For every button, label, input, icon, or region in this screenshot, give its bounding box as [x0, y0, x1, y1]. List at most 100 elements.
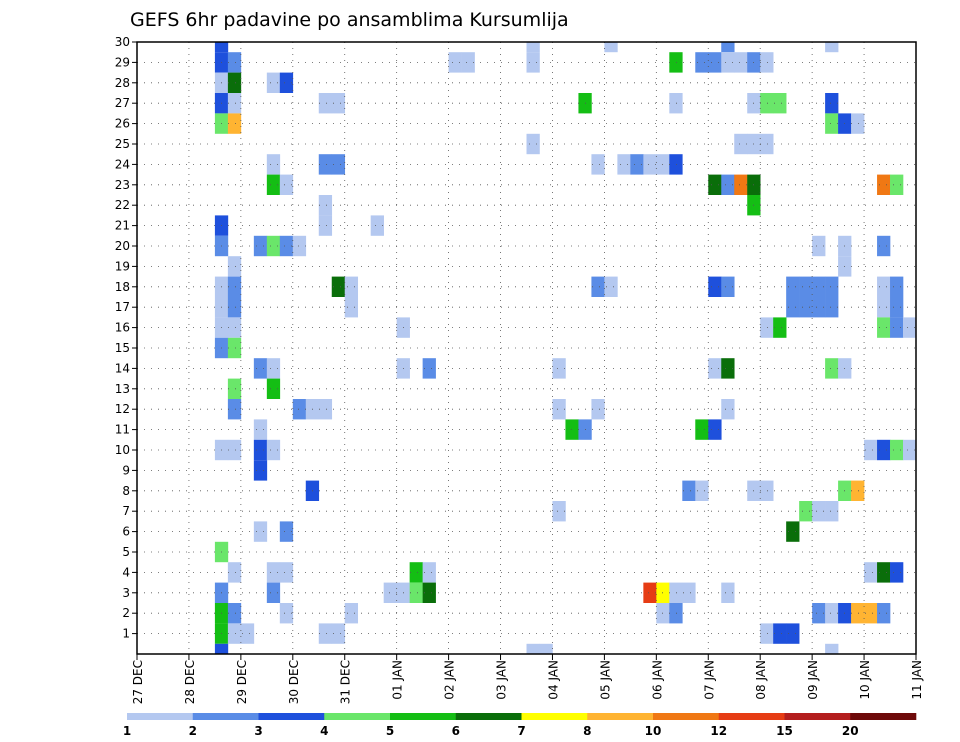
heatmap-cell	[448, 52, 462, 73]
x-tick-label: 11 JAN	[910, 660, 924, 700]
heatmap-cell	[760, 480, 774, 501]
heatmap-cell	[422, 562, 436, 583]
heatmap-cell	[292, 399, 307, 420]
y-tick-label: 27	[115, 96, 130, 110]
heatmap-cell	[565, 419, 579, 440]
heatmap-cell	[617, 154, 631, 175]
y-tick-label: 12	[115, 402, 130, 416]
heatmap-cell	[318, 623, 333, 644]
y-tick-label: 9	[122, 463, 130, 477]
colorbar-swatch	[521, 713, 588, 720]
colorbar-label: 12	[710, 724, 727, 738]
heatmap-cell	[331, 154, 346, 175]
y-tick-label: 15	[115, 341, 130, 355]
y-tick-label: 29	[115, 55, 130, 69]
x-tick-label: 31 DEC	[339, 660, 353, 704]
heatmap-cell	[227, 378, 242, 399]
colorbar-swatch	[324, 713, 391, 720]
colorbar-label: 7	[517, 724, 525, 738]
heatmap-cell	[240, 623, 255, 644]
colorbar-label: 5	[386, 724, 394, 738]
heatmap-cell	[812, 297, 826, 318]
y-tick-label: 23	[115, 178, 130, 192]
heatmap-cell	[604, 42, 618, 53]
y-tick-label: 4	[122, 565, 130, 579]
heatmap-cell	[292, 235, 307, 257]
heatmap-cell	[825, 93, 839, 114]
heatmap-cell	[409, 562, 423, 583]
heatmap-cell	[773, 317, 787, 338]
y-tick-label: 6	[122, 525, 130, 539]
heatmap-cell	[266, 582, 281, 603]
heatmap-cell	[227, 337, 242, 359]
heatmap-cell	[877, 603, 891, 624]
heatmap-cell	[266, 174, 281, 195]
y-tick-label: 18	[115, 280, 130, 294]
x-tick-label: 28 DEC	[183, 660, 197, 704]
y-tick-label: 5	[122, 545, 130, 559]
heatmap-cell	[227, 399, 242, 420]
y-tick-label: 13	[115, 382, 130, 396]
grid-lines	[137, 42, 916, 654]
heatmap-cell	[890, 174, 904, 195]
colorbar-label: 8	[583, 724, 591, 738]
heatmap-cell	[721, 174, 735, 195]
heatmap-cell	[331, 623, 346, 644]
heatmap-cell	[539, 643, 553, 654]
heatmap-cell	[760, 93, 774, 114]
heatmap-cell	[526, 52, 540, 73]
heatmap-cell	[890, 297, 904, 318]
y-tick-label: 24	[115, 157, 130, 171]
heatmap-cells	[214, 42, 917, 654]
heatmap-cell	[877, 562, 891, 583]
heatmap-cell	[331, 93, 346, 114]
heatmap-cell	[227, 93, 242, 114]
heatmap-cell	[344, 603, 359, 624]
heatmap-cell	[318, 215, 333, 236]
heatmap-cell	[825, 358, 839, 379]
heatmap-cell	[526, 42, 540, 53]
y-tick-label: 28	[115, 76, 130, 90]
heatmap-cell	[903, 317, 917, 338]
colorbar-swatch	[850, 713, 917, 720]
y-tick-label: 17	[115, 300, 130, 314]
heatmap-cell	[214, 42, 229, 53]
heatmap-cell	[266, 378, 281, 399]
heatmap-cell	[604, 276, 618, 297]
colorbar-swatch	[653, 713, 720, 720]
heatmap-cell	[812, 603, 826, 624]
heatmap-cell	[591, 154, 605, 175]
heatmap-cell	[344, 297, 359, 318]
heatmap-cell	[227, 562, 242, 583]
y-tick-label: 25	[115, 137, 130, 151]
heatmap-cell	[591, 399, 605, 420]
heatmap-cell	[721, 276, 735, 297]
colorbar-label: 2	[189, 724, 197, 738]
heatmap-cell	[669, 582, 683, 603]
y-tick-label: 7	[122, 504, 130, 518]
heatmap-cell	[227, 603, 242, 624]
heatmap-cell	[721, 582, 735, 603]
heatmap-cell	[734, 174, 748, 195]
colorbar-label: 10	[645, 724, 662, 738]
x-tick-label: 08 JAN	[754, 660, 768, 700]
heatmap-cell	[721, 358, 735, 379]
heatmap-cell	[227, 297, 242, 318]
heatmap-cell	[526, 133, 540, 155]
heatmap-cell	[383, 582, 397, 603]
heatmap-cell	[760, 133, 774, 155]
y-tick-label: 20	[115, 239, 130, 253]
heatmap-cell	[253, 419, 268, 440]
colorbar-swatch	[127, 713, 194, 720]
heatmap-cell	[877, 174, 891, 195]
heatmap-cell	[708, 276, 722, 297]
heatmap-cell	[266, 439, 281, 461]
x-axis: 27 DEC 28 DEC 29 DEC 30 DEC 31 DEC 01 JAN 02 J…	[131, 654, 924, 704]
heatmap-cell	[266, 154, 281, 175]
heatmap-cell	[812, 501, 826, 522]
heatmap-cell	[344, 276, 359, 297]
heatmap-cell	[461, 52, 475, 73]
colorbar-swatch	[258, 713, 325, 720]
heatmap-cell	[864, 562, 878, 583]
heatmap-cell	[825, 276, 839, 297]
